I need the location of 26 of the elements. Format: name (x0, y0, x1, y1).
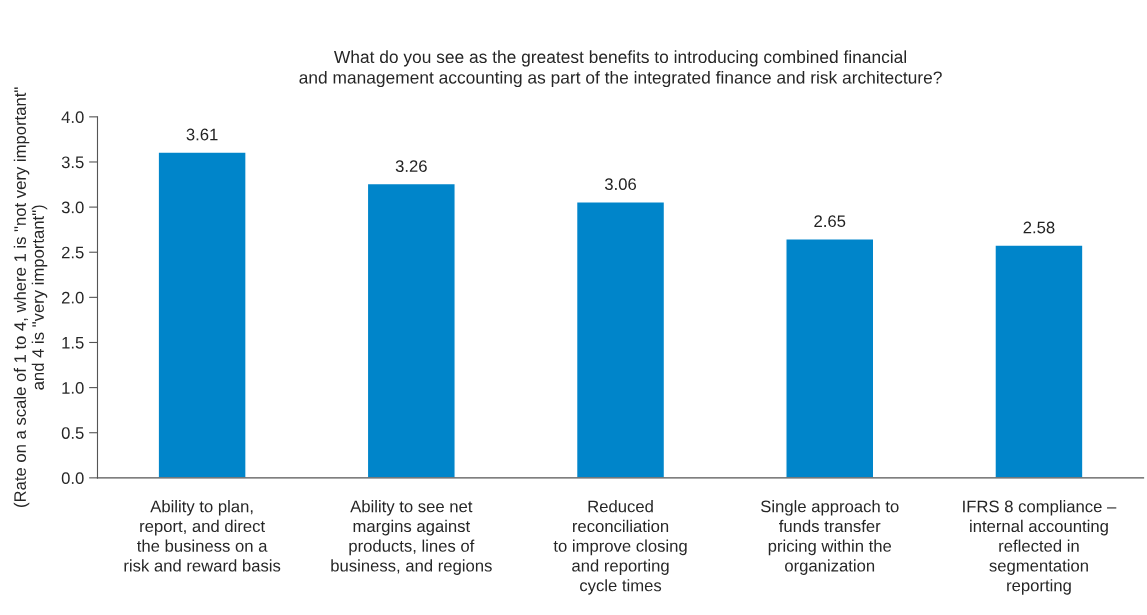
y-tick-label: 0.5 (61, 427, 84, 439)
data-label: 3.61 (186, 128, 218, 141)
x-tick-label: Ability to see net margins against products, lines of business, and regions (331, 500, 492, 575)
y-tick-label: 1.0 (62, 382, 84, 394)
bar (994, 244, 1084, 478)
y-tick-label: 0.0 (61, 472, 84, 485)
data-label: 3.06 (604, 178, 637, 191)
y-axis-title: (Rate on a scale of 1 to 4, where 1 is "not very important" and 4 is "very important") (13, 87, 48, 507)
y-tick-label: 1.5 (62, 337, 84, 349)
x-tick-label: IFRS 8 compliance – internal accounting reflected in segmentation reporting (963, 500, 1117, 595)
bar (157, 151, 247, 478)
data-label: 3.26 (395, 160, 427, 173)
y-tick-label: 2.0 (61, 291, 84, 304)
y-tick-label: 3.0 (61, 201, 84, 214)
bar (785, 237, 875, 478)
bar (575, 200, 666, 478)
y-tick-label: 2.5 (61, 246, 84, 259)
x-tick-label: Ability to plan, report, and direct the business on a risk and reward basis (124, 500, 281, 572)
y-tick-label: 3.5 (61, 156, 84, 169)
data-label: 2.58 (1023, 221, 1055, 234)
x-tick-label: Single approach to funds transfer pricing within the organization (761, 500, 899, 575)
x-tick-label: Reduced reconciliation to improve closing and reporting cycle times (553, 500, 687, 595)
y-tick-label: 4.0 (61, 111, 84, 124)
data-label: 2.65 (814, 215, 846, 228)
chart-title: What do you see as the greatest benefits to introducing combined financial and management accounting as part of the integrated finance and risk architecture? (299, 50, 942, 88)
bar (366, 182, 456, 478)
